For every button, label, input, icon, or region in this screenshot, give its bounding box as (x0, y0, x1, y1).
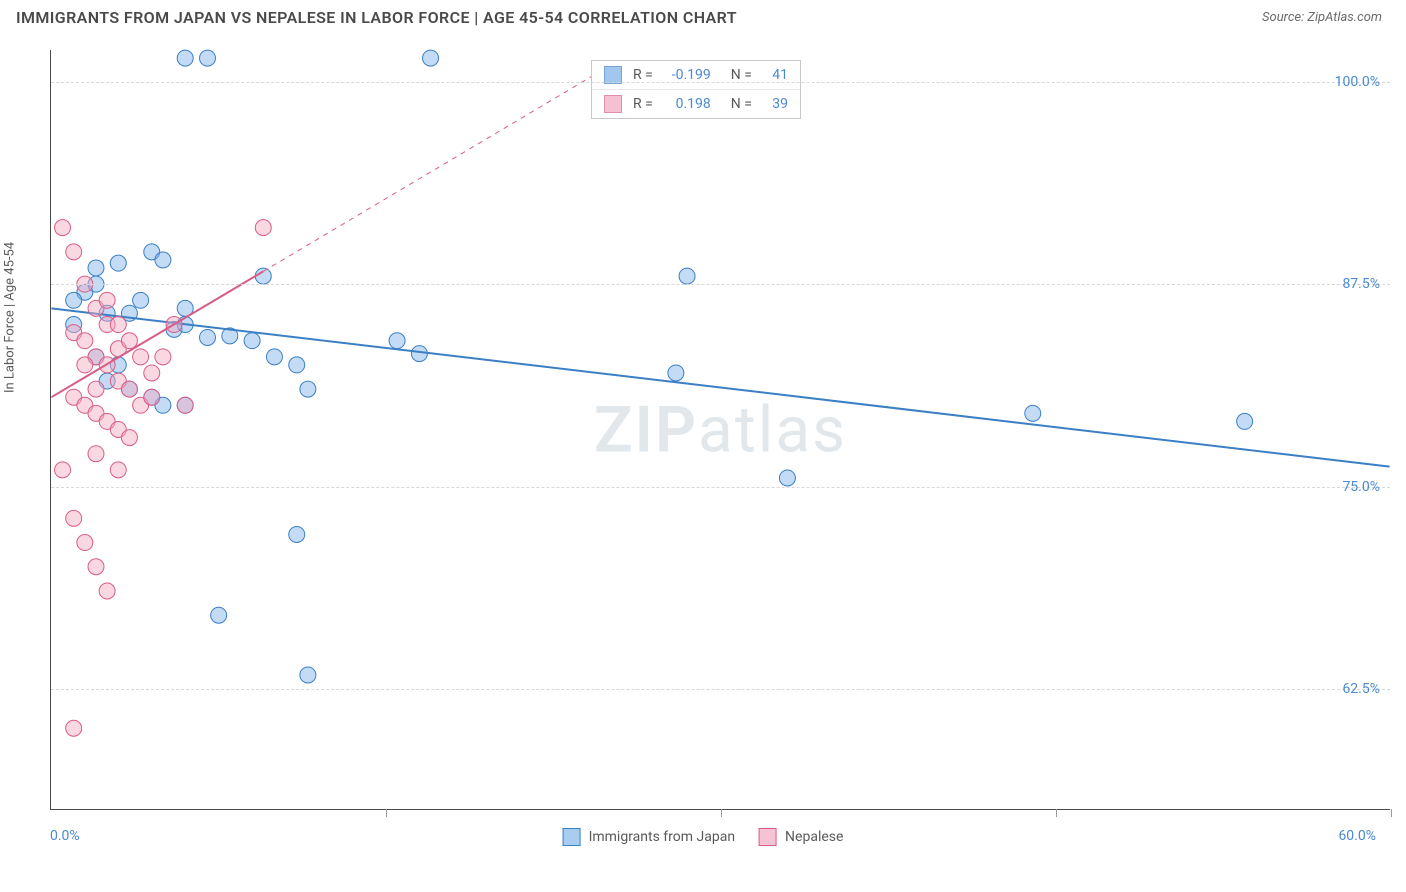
data-point (300, 667, 316, 683)
data-point (55, 220, 71, 236)
data-point (423, 50, 439, 66)
data-point (155, 349, 171, 365)
data-point (144, 389, 160, 405)
data-point (77, 333, 93, 349)
data-point (679, 268, 695, 284)
data-point (300, 381, 316, 397)
x-tick (386, 809, 387, 817)
data-point (110, 462, 126, 478)
gridline (51, 689, 1390, 690)
data-point (110, 255, 126, 271)
stat-n-label: N = (731, 67, 752, 83)
scatter-plot (51, 50, 1390, 809)
legend-swatch (759, 828, 777, 846)
data-point (668, 365, 684, 381)
data-point (88, 559, 104, 575)
gridline (51, 284, 1390, 285)
stats-legend-row: R = 0.198 N = 39 (592, 90, 800, 118)
stat-r-value: -0.199 (661, 67, 711, 83)
legend-swatch (563, 828, 581, 846)
y-axis-label: In Labor Force | Age 45-54 (3, 242, 18, 393)
gridline (51, 487, 1390, 488)
legend-swatch (604, 66, 622, 84)
x-min-label: 0.0% (50, 828, 80, 844)
trend-line (51, 308, 1389, 466)
data-point (77, 357, 93, 373)
legend-label: Nepalese (785, 829, 843, 845)
data-point (779, 470, 795, 486)
legend-swatch (604, 95, 622, 113)
data-point (133, 292, 149, 308)
data-point (389, 333, 405, 349)
data-point (255, 268, 271, 284)
data-point (255, 220, 271, 236)
data-point (200, 329, 216, 345)
stat-n-value: 39 (760, 96, 788, 112)
legend-item: Immigrants from Japan (563, 828, 735, 846)
data-point (66, 510, 82, 526)
data-point (99, 583, 115, 599)
data-point (1025, 405, 1041, 421)
x-tick (1056, 809, 1057, 817)
data-point (66, 720, 82, 736)
data-point (155, 252, 171, 268)
stat-r-value: 0.198 (661, 96, 711, 112)
source-attribution: Source: ZipAtlas.com (1262, 10, 1382, 25)
data-point (200, 50, 216, 66)
data-point (411, 346, 427, 362)
data-point (177, 50, 193, 66)
data-point (121, 430, 137, 446)
y-tick-label: 75.0% (1342, 479, 1380, 495)
y-tick-label: 100.0% (1335, 74, 1380, 90)
stat-n-value: 41 (760, 67, 788, 83)
data-point (211, 607, 227, 623)
data-point (289, 357, 305, 373)
chart-title: IMMIGRANTS FROM JAPAN VS NEPALESE IN LAB… (16, 8, 737, 27)
data-point (121, 333, 137, 349)
data-point (77, 535, 93, 551)
data-point (66, 244, 82, 260)
data-point (1237, 413, 1253, 429)
gridline (51, 82, 1390, 83)
data-point (88, 446, 104, 462)
trend-line-extrapolated (263, 66, 609, 271)
stat-n-label: N = (731, 96, 752, 112)
stats-legend-row: R = -0.199 N = 41 (592, 61, 800, 90)
data-point (88, 381, 104, 397)
chart-area: ZIPatlas R =-0.199N =41R =0.198N =39 62.… (50, 50, 1390, 810)
series-legend: Immigrants from Japan Nepalese (563, 828, 844, 846)
data-point (55, 462, 71, 478)
data-point (66, 292, 82, 308)
x-tick (1391, 809, 1392, 817)
data-point (110, 317, 126, 333)
data-point (177, 397, 193, 413)
data-point (99, 292, 115, 308)
data-point (133, 349, 149, 365)
y-tick-label: 87.5% (1342, 276, 1380, 292)
data-point (266, 349, 282, 365)
data-point (121, 381, 137, 397)
stat-r-label: R = (633, 67, 653, 83)
data-point (244, 333, 260, 349)
legend-label: Immigrants from Japan (589, 829, 735, 845)
data-point (289, 526, 305, 542)
x-max-label: 60.0% (1338, 828, 1376, 844)
data-point (88, 260, 104, 276)
x-tick (721, 809, 722, 817)
legend-item: Nepalese (759, 828, 843, 846)
y-tick-label: 62.5% (1342, 681, 1380, 697)
stat-r-label: R = (633, 96, 653, 112)
data-point (144, 365, 160, 381)
stats-legend: R = -0.199 N = 41 R = 0.198 N = 39 (591, 60, 801, 119)
